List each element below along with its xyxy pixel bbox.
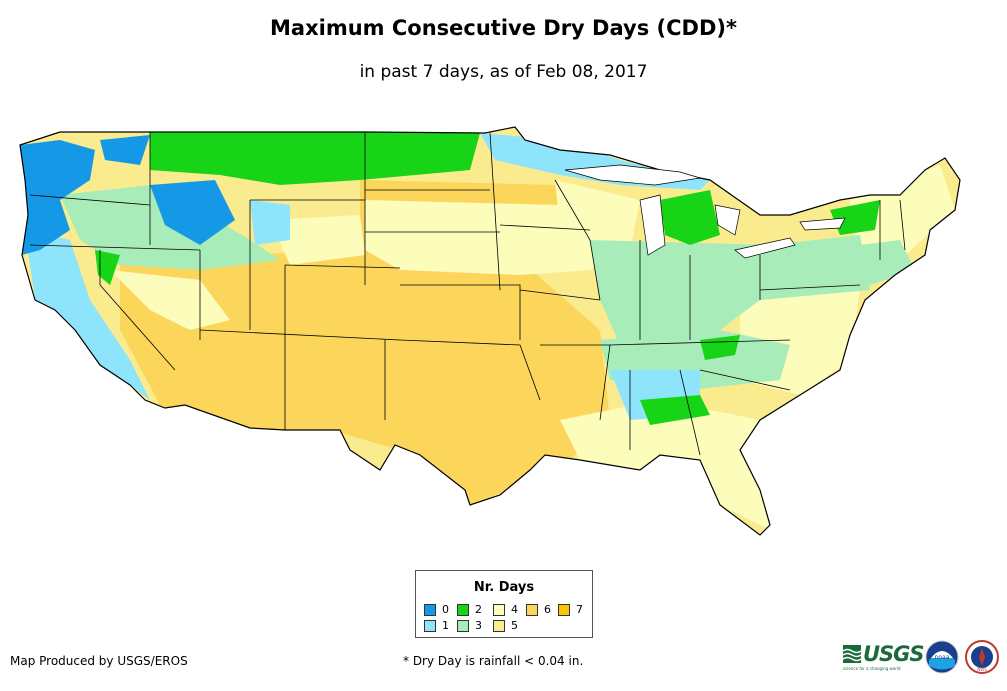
legend-item-6: 6 [526,603,551,616]
cdd-zone-3-ohio-valley [590,235,870,345]
legend-swatch [558,603,570,616]
legend-label: 0 [442,603,449,616]
map-title: Maximum Consecutive Dry Days (CDD)* [270,16,737,40]
legend-label: 1 [442,619,449,632]
cdd-zone-4-plains [365,200,600,275]
cdd-zone-1-idaho [250,200,290,245]
agency-logos: USGS science for a changing world noaa N… [843,640,1001,674]
cdd-zone-2-northern-rockies [150,132,480,185]
legend-item-4: 4 [493,603,518,616]
lake-superior [564,164,701,186]
cdd-zone-2-michigan [660,190,720,245]
state-boundaries [19,126,961,536]
usgs-tagline: science for a changing world [843,666,901,671]
usgs-logo: USGS science for a changing world [843,642,925,671]
legend-item-2: 2 [457,603,482,616]
usgs-wave-icon [843,645,861,663]
legend-swatch [457,619,469,632]
cdd-fields [20,127,960,535]
lake-huron [714,204,741,236]
lake-michigan [639,194,666,256]
noaa-logo-icon: noaa [925,640,959,674]
cdd-zone-1-california [25,230,150,400]
great-lakes [564,164,846,259]
legend-item-7: 7 [558,603,583,616]
legend-label: 2 [475,603,482,616]
legend-item-1: 1 [424,619,449,632]
legend-swatch [493,619,505,632]
legend-swatch [424,603,436,616]
legend-swatch [526,603,538,616]
lake-erie [734,237,796,259]
nws-logo-icon: NWS [965,640,999,674]
noaa-text: noaa [935,654,950,661]
lake-ontario [799,217,846,231]
legend-item-3: 3 [457,619,482,632]
cdd-zone-0-washington [100,135,150,165]
us-cdd-map [19,126,961,536]
legend-item-0: 0 [424,603,449,616]
cdd-zone-4-wyoming [270,215,365,265]
legend-swatch [424,619,436,632]
legend-title: Nr. Days [473,580,535,595]
usgs-wordmark: USGS [863,642,925,666]
legend-label: 5 [511,619,518,632]
legend-label: 6 [544,603,551,616]
legend-swatch [493,603,505,616]
legend-label: 7 [576,603,583,616]
legend-item-5: 5 [493,619,518,632]
cdd-zone-2-georgia [640,395,710,425]
cdd-zone-6-southwest [120,250,610,505]
legend-swatch [457,603,469,616]
nws-text: NWS [977,667,987,672]
cdd-zone-2-appalachia [700,335,740,360]
legend-label: 4 [511,603,518,616]
dry-day-footnote: * Dry Day is rainfall < 0.04 in. [403,654,584,668]
cdd-zone-3-northeast [820,240,915,285]
cdd-zone-0-idaho [150,180,235,245]
producer-credit: Map Produced by USGS/EROS [10,654,188,668]
map-subtitle: in past 7 days, as of Feb 08, 2017 [359,62,648,82]
legend-label: 3 [475,619,482,632]
cdd-zone-2-new-york [830,200,880,235]
cdd-zone-2-sierra [95,250,120,285]
map-legend: Nr. Days 0 1 2 3 4 5 6 7 [415,570,593,638]
